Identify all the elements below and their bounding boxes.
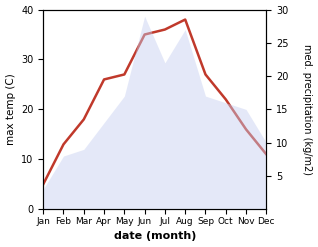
Y-axis label: max temp (C): max temp (C) [5,74,16,145]
X-axis label: date (month): date (month) [114,231,196,242]
Y-axis label: med. precipitation (kg/m2): med. precipitation (kg/m2) [302,44,313,175]
